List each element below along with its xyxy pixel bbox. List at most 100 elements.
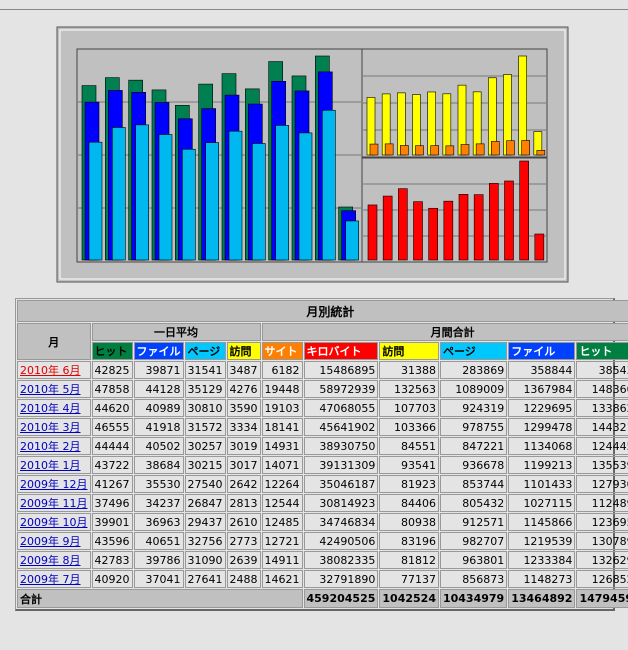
value-cell: 40651 xyxy=(133,532,184,550)
value-cell: 1219539 xyxy=(508,532,576,550)
value-cell: 1279304 xyxy=(576,475,628,493)
value-cell: 30814923 xyxy=(303,494,379,512)
value-cell: 1268522 xyxy=(576,570,628,588)
value-cell: 358844 xyxy=(508,361,576,379)
column-header: ヒット xyxy=(576,342,628,360)
total-cell: 13464892 xyxy=(508,589,576,608)
month-link[interactable]: 2010年 2月 xyxy=(20,440,81,453)
value-cell: 2610 xyxy=(226,513,261,531)
value-cell: 42825 xyxy=(91,361,133,379)
table-row: 2009年 8月 42783 39786 31090 2639 14911 38082335… xyxy=(17,551,628,569)
sites-bar xyxy=(384,143,394,156)
month-link[interactable]: 2009年 7月 xyxy=(20,573,81,586)
value-cell: 44128 xyxy=(133,380,184,398)
value-cell: 2773 xyxy=(226,532,261,550)
sites-bar xyxy=(400,145,409,156)
value-cell: 847221 xyxy=(439,437,508,455)
pages-bar xyxy=(88,141,103,261)
pages-bar xyxy=(158,134,173,261)
visits-bar xyxy=(518,55,527,156)
value-cell: 34237 xyxy=(133,494,184,512)
value-cell: 43596 xyxy=(91,532,133,550)
value-cell: 41267 xyxy=(91,475,133,493)
month-cell: 2010年 3月 xyxy=(17,418,91,436)
value-cell: 38684 xyxy=(133,456,184,474)
value-cell: 103366 xyxy=(379,418,439,436)
month-link[interactable]: 2009年 8月 xyxy=(20,554,81,567)
month-link[interactable]: 2009年 12月 xyxy=(20,478,88,491)
total-cell: 459204525 xyxy=(303,589,379,608)
month-cell: 2010年 4月 xyxy=(17,399,91,417)
table-title: 月別統計 xyxy=(17,300,628,322)
pages-bar xyxy=(228,130,243,261)
value-cell: 84406 xyxy=(379,494,439,512)
column-header: サイト xyxy=(261,342,303,360)
month-link[interactable]: 2009年 9月 xyxy=(20,535,81,548)
value-cell: 43722 xyxy=(91,456,133,474)
value-cell: 2488 xyxy=(226,570,261,588)
kbytes-bar xyxy=(398,188,408,261)
month-link[interactable]: 2010年 1月 xyxy=(20,459,81,472)
sites-bar xyxy=(415,145,424,156)
kbytes-bar xyxy=(458,194,469,261)
value-cell: 963801 xyxy=(439,551,508,569)
value-cell: 81923 xyxy=(379,475,439,493)
value-cell: 38082335 xyxy=(303,551,379,569)
value-cell: 36963 xyxy=(133,513,184,531)
sites-bar xyxy=(536,150,546,156)
value-cell: 3019 xyxy=(226,437,261,455)
value-cell: 83196 xyxy=(379,532,439,550)
value-cell: 47068055 xyxy=(303,399,379,417)
month-link[interactable]: 2009年 10月 xyxy=(20,516,88,529)
value-cell: 40989 xyxy=(133,399,184,417)
value-cell: 30215 xyxy=(184,456,226,474)
sites-bar xyxy=(445,145,455,156)
value-cell: 39786 xyxy=(133,551,184,569)
month-link[interactable]: 2010年 5月 xyxy=(20,383,81,396)
value-cell: 1443211 xyxy=(576,418,628,436)
value-cell: 1145866 xyxy=(508,513,576,531)
value-cell: 27540 xyxy=(184,475,226,493)
value-cell: 44444 xyxy=(91,437,133,455)
value-cell: 41918 xyxy=(133,418,184,436)
value-cell: 45641902 xyxy=(303,418,379,436)
value-cell: 14931 xyxy=(261,437,303,455)
value-cell: 3017 xyxy=(226,456,261,474)
pages-bar xyxy=(135,124,149,261)
value-cell: 856873 xyxy=(439,570,508,588)
sites-bar xyxy=(430,145,439,156)
sites-bar xyxy=(491,141,500,156)
month-cell: 2009年 7月 xyxy=(17,570,91,588)
value-cell: 81812 xyxy=(379,551,439,569)
value-cell: 34746834 xyxy=(303,513,379,531)
month-link[interactable]: 2010年 4月 xyxy=(20,402,81,415)
value-cell: 31572 xyxy=(184,418,226,436)
value-cell: 35530 xyxy=(133,475,184,493)
month-link[interactable]: 2010年 6月 xyxy=(20,364,81,377)
value-cell: 1338623 xyxy=(576,399,628,417)
value-cell: 12485 xyxy=(261,513,303,531)
value-cell: 27641 xyxy=(184,570,226,588)
value-cell: 1244457 xyxy=(576,437,628,455)
month-cell: 2009年 10月 xyxy=(17,513,91,531)
pages-bar xyxy=(298,132,313,261)
value-cell: 1027115 xyxy=(508,494,576,512)
chart xyxy=(56,26,569,283)
value-cell: 30810 xyxy=(184,399,226,417)
value-cell: 37041 xyxy=(133,570,184,588)
value-cell: 3590 xyxy=(226,399,261,417)
sites-bar xyxy=(369,143,379,156)
value-cell: 2642 xyxy=(226,475,261,493)
value-cell: 912571 xyxy=(439,513,508,531)
month-link[interactable]: 2010年 3月 xyxy=(20,421,81,434)
value-cell: 14911 xyxy=(261,551,303,569)
month-link[interactable]: 2009年 11月 xyxy=(20,497,88,510)
value-cell: 19103 xyxy=(261,399,303,417)
total-row: 合計 459204525 1042524 10434979 13464892 147945… xyxy=(17,589,628,608)
table-row: 2010年 1月 43722 38684 30215 3017 14071 39131309… xyxy=(17,456,628,474)
column-header: ヒット xyxy=(91,342,133,360)
value-cell: 40920 xyxy=(91,570,133,588)
kbytes-bar xyxy=(473,194,484,261)
value-cell: 35046187 xyxy=(303,475,379,493)
